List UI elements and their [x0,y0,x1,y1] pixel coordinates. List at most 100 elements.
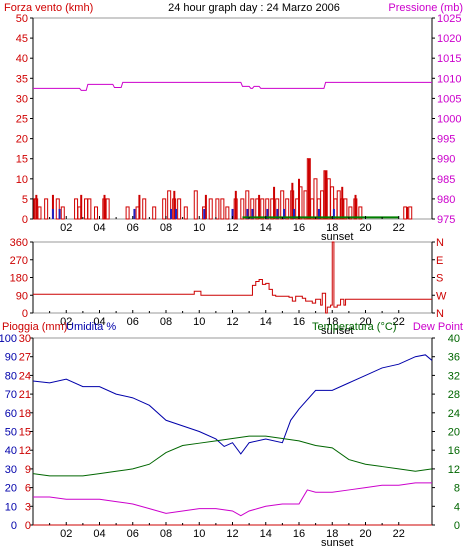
wind-bar [220,198,225,220]
pressure-axis-tick-label: 990 [437,154,455,166]
humidity-line [32,354,433,455]
rain-tick-label: 24 [19,370,31,382]
wind-x-tick-label: 18 [326,222,338,234]
rain-tick-label: 9 [25,464,31,476]
wind-bar [84,198,89,220]
wind-axis-tick-label: 20 [16,134,28,146]
pressure-line [33,81,432,91]
humidity-tick-label: 0 [11,520,17,532]
wind-bar [60,206,65,220]
wind-x-tick-label: 10 [193,222,205,234]
temperature-tick-label: 8 [454,483,460,495]
wind-bar [358,206,363,220]
pressure-axis-tick-label: 1010 [437,73,461,85]
humidity-x-tick-label: 10 [193,528,205,540]
humidity-x-tick-label: 06 [127,528,139,540]
wind-x-tick-label: 14 [260,222,272,234]
temperature-tick-label: 20 [448,427,460,439]
wind-bar [343,198,348,220]
humidity-tick-label: 70 [5,389,17,401]
wind-bar [167,190,172,220]
wind-bar [87,198,92,220]
pressure-axis-tick-label: 1000 [437,114,461,126]
direction-axis-tick-label: 180 [10,273,28,285]
direction-x-tick-label: 12 [226,316,238,328]
direction-x-tick-label: 08 [160,316,172,328]
direction-x-tick-label: 06 [127,316,139,328]
temperature-tick-label: 0 [454,520,460,532]
humidity-tick-label: 50 [5,427,17,439]
wind-bar [94,206,99,220]
humidity-x-tick-label: 14 [260,528,272,540]
humidity-tick-label: 90 [5,352,17,364]
temperature-axis-title: Temperatura (°C) [312,321,396,333]
humidity-tick-label: 80 [5,370,17,382]
wind-x-tick-label: 02 [60,222,72,234]
rain-tick-label: 15 [19,427,31,439]
wind-x-tick-label: 12 [226,222,238,234]
rain-tick-label: 0 [25,520,31,532]
wind-bar [408,206,413,220]
rain-tick-label: 3 [25,501,31,513]
wind-bar [44,198,49,220]
rain-tick-label: 30 [19,333,31,345]
humidity-tick-label: 60 [5,408,17,420]
wind-bar [313,178,318,220]
wind-axis-tick-label: 25 [16,114,28,126]
wind-bar [183,206,188,220]
humidity-tick-label: 40 [5,445,17,457]
temperature-tick-label: 28 [448,389,460,401]
humidity-x-tick-label: 22 [393,528,405,540]
wind-x-tick-label: 08 [160,222,172,234]
wind-bar [152,206,157,220]
wind-bar [125,206,130,220]
dewpoint-line [33,482,432,517]
direction-x-tick-label: 04 [93,316,105,328]
wind-bar [208,198,213,220]
humidity-x-tick-label: 02 [60,528,72,540]
wind-x-sunset-label: sunset [321,231,353,243]
temperature-tick-label: 40 [448,333,460,345]
humidity-x-tick-label: 16 [293,528,305,540]
compass-label: N [436,308,444,320]
wind-panel-frame [32,17,433,220]
direction-x-tick-label: 14 [260,316,272,328]
wind-speed-axis-title: Forza vento (kmh) [4,2,93,14]
humidity-x-tick-label: 18 [326,528,338,540]
chart-title: 24 hour graph day : 24 Marzo 2006 [168,2,340,14]
compass-label: N [436,237,444,249]
wind-x-tick-label: 04 [93,222,105,234]
wind-bar [162,198,167,220]
wind-bar [177,198,182,220]
direction-x-tick-label: 10 [193,316,205,328]
wind-axis-tick-label: 40 [16,53,28,65]
wind-bar [215,198,220,220]
wind-x-tick-label: 20 [359,222,371,234]
wind-bar [303,190,308,220]
wind-bar [326,178,331,220]
direction-axis-tick-label: 270 [10,255,28,267]
humidity-x-tick-label: 12 [226,528,238,540]
humidity-x-tick-label: 20 [359,528,371,540]
compass-label: S [436,273,443,285]
wind-x-tick-label: 22 [393,222,405,234]
direction-axis-tick-label: 360 [10,237,28,249]
rain-tick-label: 21 [19,389,31,401]
wind-x-tick-label: 06 [127,222,139,234]
wind-axis-tick-label: 35 [16,73,28,85]
direction-x-tick-label: 16 [293,316,305,328]
wind-bar [225,206,230,220]
pressure-axis-tick-label: 980 [437,194,455,206]
direction-x-tick-label: 22 [393,316,405,328]
compass-label: E [436,255,443,267]
dewpoint-axis-title: Dew Point [413,321,463,333]
humidity-axis-title: Umidita % [66,321,116,333]
direction-axis-tick-label: 0 [22,308,28,320]
temperature-tick-label: 24 [448,408,460,420]
rain-tick-label: 27 [19,352,31,364]
rain-tick-label: 6 [25,483,31,495]
rain-axis-title: Pioggia (mm) [2,321,67,333]
humidity-x-tick-label: 08 [160,528,172,540]
direction-panel-frame [32,241,433,314]
direction-x-sunset-label: sunset [321,325,353,337]
